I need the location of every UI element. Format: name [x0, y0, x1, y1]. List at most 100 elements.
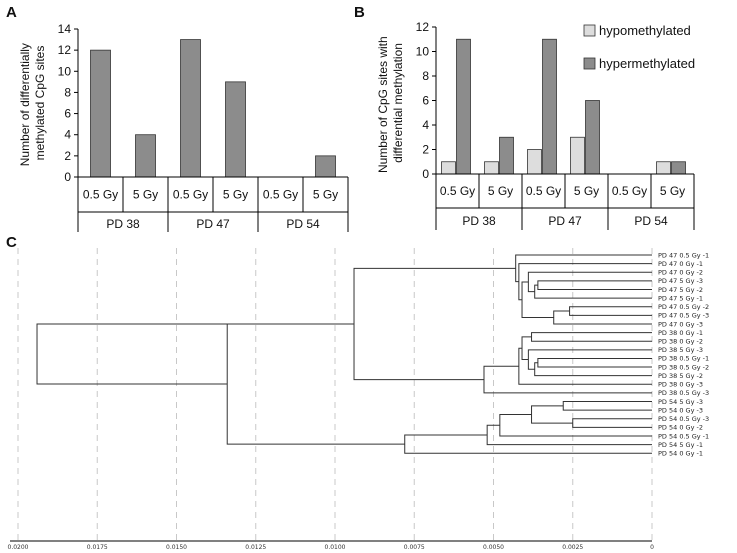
bar-hypomethylated-1	[484, 161, 499, 175]
dendrogram-link	[521, 336, 532, 361]
panel-b-y-label-line2: differential methylation	[391, 43, 405, 163]
group-label: PD 54	[634, 214, 668, 228]
category-label: 0.5 Gy	[263, 188, 298, 202]
dendrogram-link	[36, 323, 355, 385]
leaf-label: PD 38 5 Gy -3	[658, 346, 703, 354]
x-tick-label: 0.0100	[325, 544, 346, 551]
panel-a-letter: A	[6, 4, 17, 21]
leaf-label: PD 47 5 Gy -1	[658, 294, 703, 302]
leaf-label: PD 47 0 Gy -3	[658, 320, 703, 328]
panel-b-y-label-line1: Number of CpG sites with	[376, 36, 390, 173]
dendrogram-link	[553, 310, 652, 325]
leaf-label: PD 38 0 Gy -2	[658, 338, 703, 346]
bar-differentially-methylated-1	[135, 134, 156, 178]
category-label: 0.5 Gy	[526, 184, 561, 198]
category-label: 5 Gy	[223, 188, 248, 202]
leaf-label: PD 38 0.5 Gy -1	[658, 355, 709, 363]
panel-b-y-ticks: 0 2 4 6 8 10 12	[416, 20, 436, 181]
bar-differentially-methylated-2	[180, 39, 201, 178]
dendrogram-link	[534, 284, 652, 299]
y-tick-label: 4	[64, 128, 71, 142]
dendrogram-link	[499, 413, 652, 437]
category-label: 0.5 Gy	[440, 184, 475, 198]
dendrogram-link	[562, 401, 652, 411]
bar-differentially-methylated-0	[90, 49, 111, 178]
leaf-label: PD 38 0 Gy -1	[658, 329, 703, 337]
y-tick-label: 4	[422, 118, 429, 132]
y-tick-label: 0	[64, 170, 71, 184]
dendrogram-link	[518, 347, 652, 385]
bar-hypermethylated-3	[585, 100, 600, 175]
dendrogram-link	[534, 362, 652, 377]
panel-c-letter: C	[6, 234, 17, 251]
panel-b-legend: hypomethylated hypermethylated	[583, 23, 695, 71]
y-tick-label: 10	[416, 45, 430, 59]
leaf-label: PD 54 0 Gy -1	[658, 450, 703, 458]
panel-a-y-label-line1: Number of differentially	[18, 43, 32, 166]
bar-hypomethylated-2	[527, 149, 542, 175]
y-tick-label: 8	[64, 85, 71, 99]
x-tick-label: 0.0125	[245, 544, 266, 551]
bar-hypomethylated-0	[441, 161, 456, 175]
leaf-label: PD 47 0.5 Gy -3	[658, 312, 709, 320]
y-tick-label: 6	[422, 94, 429, 108]
leaf-label: PD 38 0.5 Gy -2	[658, 363, 709, 371]
panel-a-category-labels: 0.5 Gy 5 Gy 0.5 Gy 5 Gy 0.5 Gy 5 Gy PD 38 PD 47…	[77, 176, 349, 232]
dendrogram-link	[353, 267, 516, 381]
bar-hypomethylated-5	[656, 161, 671, 175]
category-label: 5 Gy	[660, 184, 685, 198]
group-label: PD 47	[196, 217, 230, 231]
panel-b-y-label: Number of CpG sites with differential me…	[376, 33, 405, 173]
dendrogram-link	[483, 365, 652, 394]
category-label: 5 Gy	[488, 184, 513, 198]
y-tick-label: 0	[422, 167, 429, 181]
y-tick-label: 2	[422, 143, 429, 157]
x-tick-label: 0.0025	[562, 544, 583, 551]
leaf-label: PD 47 5 Gy -3	[658, 277, 703, 285]
bar-hypermethylated-0	[456, 38, 471, 175]
group-label: PD 54	[286, 217, 320, 231]
leaf-label: PD 38 0.5 Gy -3	[658, 389, 709, 397]
panel-b: B 0 2 4 6 8 10 12 Number of CpG sites with dif…	[354, 4, 695, 230]
x-tick-label: 0.0200	[8, 544, 29, 551]
category-label: 5 Gy	[313, 188, 338, 202]
leaf-label: PD 47 5 Gy -2	[658, 286, 703, 294]
x-tick-label: 0.0075	[404, 544, 425, 551]
dendrogram-link	[531, 332, 652, 342]
dendrogram-link	[572, 418, 652, 428]
dendrogram-link	[537, 280, 652, 290]
category-label: 0.5 Gy	[83, 188, 118, 202]
dendrogram-gridlines	[17, 248, 653, 541]
bar-hypermethylated-1	[499, 136, 514, 175]
leaf-label: PD 54 5 Gy -3	[658, 398, 703, 406]
group-label: PD 38	[462, 214, 496, 228]
group-label: PD 38	[106, 217, 140, 231]
category-label: 0.5 Gy	[612, 184, 647, 198]
y-tick-label: 8	[422, 69, 429, 83]
dendrogram-link	[527, 349, 652, 370]
leaf-label: PD 54 0.5 Gy -1	[658, 432, 709, 440]
bar-differentially-methylated-5	[315, 155, 336, 178]
legend-swatch-hypermethylated	[583, 57, 596, 70]
bar-hypermethylated-5	[671, 161, 686, 175]
y-tick-label: 6	[64, 107, 71, 121]
dendrogram-link	[531, 405, 573, 424]
y-tick-label: 14	[58, 22, 72, 36]
leaf-label: PD 47 0 Gy -2	[658, 269, 703, 277]
x-tick-label: 0.0050	[483, 544, 504, 551]
bar-hypermethylated-2	[542, 38, 557, 175]
y-tick-label: 12	[58, 43, 72, 57]
dendrogram-tree	[36, 254, 652, 454]
dendrogram-link	[518, 263, 652, 301]
panel-b-letter: B	[354, 4, 365, 21]
legend-swatch-hypomethylated	[583, 24, 596, 37]
dendrogram-link	[404, 434, 652, 454]
leaf-label: PD 54 5 Gy -1	[658, 441, 703, 449]
x-tick-label: 0	[650, 544, 654, 551]
dendrogram-link	[486, 424, 652, 446]
x-tick-label: 0.0150	[166, 544, 187, 551]
panel-b-bars	[441, 38, 686, 175]
y-tick-label: 12	[416, 20, 430, 34]
leaf-label: PD 47 0.5 Gy -1	[658, 251, 709, 259]
